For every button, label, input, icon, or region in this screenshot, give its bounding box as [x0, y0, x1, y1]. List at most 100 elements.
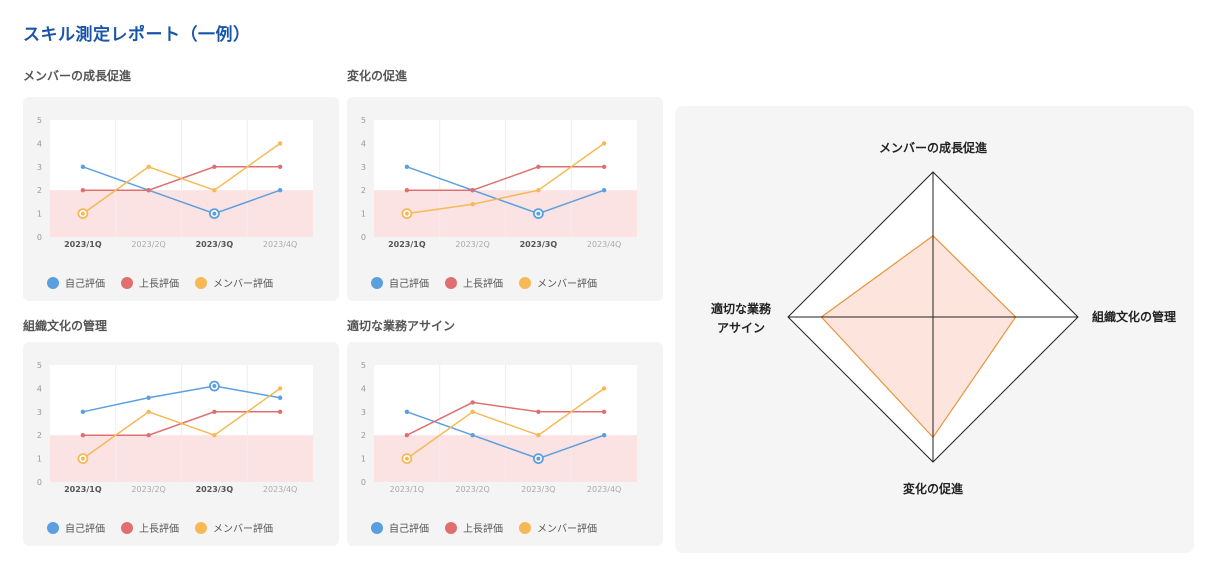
- x-tick-label: 2023/1Q: [390, 485, 424, 494]
- data-point-boss: [404, 433, 410, 438]
- radar-axis-label-left-1: 適切な業務: [711, 301, 772, 316]
- data-point-member: [404, 211, 409, 216]
- chart-title-change: 変化の促進: [347, 69, 408, 83]
- y-tick-label: 4: [361, 384, 366, 393]
- y-tick-label: 2: [361, 431, 366, 440]
- data-point-boss: [404, 188, 410, 193]
- legend-item-member: メンバー評価: [195, 520, 273, 535]
- data-point-member: [536, 433, 541, 438]
- y-tick-label: 4: [361, 139, 366, 148]
- data-point-member: [146, 409, 151, 414]
- data-point-self: [536, 211, 541, 216]
- y-tick-label: 2: [37, 431, 42, 440]
- page-title: スキル測定レポート（一例）: [23, 25, 251, 45]
- y-tick-label: 3: [361, 163, 366, 172]
- y-tick-label: 0: [37, 478, 42, 487]
- chart-card-change: 0 1 2 3 4 5 2023/1Q 2023/2Q 2023/3Q 2023/4Q 自己評価 …: [347, 97, 663, 301]
- y-tick-label: 1: [361, 210, 366, 219]
- chart-card-culture: 0 1 2 3 4 5 2023/1Q 2023/2Q 2023/3Q 2023/4Q 自己評価 …: [23, 342, 339, 546]
- data-point-boss: [212, 409, 217, 414]
- data-point-boss: [536, 164, 541, 169]
- data-point-self: [601, 188, 607, 193]
- radar-chart: メンバーの成長促進 組織文化の管理 変化の促進 適切な業務 アサイン: [711, 140, 1176, 496]
- y-tick-label: 3: [361, 408, 366, 417]
- legend-dot-boss: [445, 276, 457, 289]
- legend-item-boss: 上長評価: [121, 275, 179, 290]
- data-point-boss: [146, 188, 151, 193]
- data-point-member: [601, 386, 607, 391]
- legend-item-member: メンバー評価: [195, 275, 273, 290]
- y-tick-label: 0: [361, 478, 366, 487]
- data-point-self: [212, 211, 217, 216]
- y-tick-label: 5: [361, 116, 366, 125]
- series-line-member: [406, 142, 605, 215]
- series-line-self: [406, 411, 605, 460]
- legend-dot-boss: [445, 521, 457, 534]
- data-point-member: [212, 188, 217, 193]
- data-point-boss: [601, 409, 607, 414]
- y-tick-label: 5: [361, 361, 366, 370]
- legend-dot-member: [519, 521, 531, 534]
- x-tick-label: 2023/2Q: [455, 485, 489, 494]
- data-point-self: [80, 164, 86, 169]
- legend: 自己評価 上長評価 メンバー評価: [47, 520, 273, 535]
- line-chart-growth: 0 1 2 3 4 5 2023/1Q 2023/2Q 2023/3Q 2023/4Q: [37, 116, 313, 249]
- line-chart-assign: 0 1 2 3 4 5 2023/1Q 2023/2Q 2023/3Q 2023/4Q: [361, 361, 637, 494]
- data-point-self: [601, 433, 607, 438]
- x-tick-label: 2023/1Q: [388, 240, 426, 249]
- legend-label-boss: 上長評価: [463, 524, 503, 535]
- x-tick-label: 2023/2Q: [455, 240, 489, 249]
- legend-label-self: 自己評価: [65, 524, 105, 535]
- data-point-boss: [536, 409, 541, 414]
- data-point-self: [404, 164, 410, 169]
- series-line-self: [82, 166, 281, 215]
- legend-item-boss: 上長評価: [445, 520, 503, 535]
- y-tick-label: 2: [37, 186, 42, 195]
- line-chart-change: 0 1 2 3 4 5 2023/1Q 2023/2Q 2023/3Q 2023/4Q: [361, 116, 637, 249]
- series-line-self: [406, 166, 605, 215]
- series-line-member: [82, 387, 281, 460]
- legend-label-member: メンバー評価: [213, 279, 273, 290]
- y-tick-label: 0: [37, 233, 42, 242]
- series-line-member: [82, 142, 281, 215]
- data-point-boss: [470, 188, 475, 193]
- data-point-member: [601, 141, 607, 146]
- legend-item-boss: 上長評価: [121, 520, 179, 535]
- data-point-member: [536, 188, 541, 193]
- legend-label-self: 自己評価: [389, 524, 429, 535]
- legend-dot-self: [47, 521, 59, 534]
- data-point-member: [80, 456, 85, 461]
- y-tick-label: 5: [37, 116, 42, 125]
- legend-dot-boss: [121, 276, 133, 289]
- x-tick-label: 2023/1Q: [64, 485, 102, 494]
- data-point-member: [146, 164, 151, 169]
- legend-label-member: メンバー評価: [537, 524, 597, 535]
- radar-axis-label-top: メンバーの成長促進: [879, 140, 988, 155]
- data-point-self: [277, 395, 283, 400]
- legend-label-boss: 上長評価: [463, 279, 503, 290]
- x-tick-label: 2023/4Q: [263, 240, 297, 249]
- data-point-member: [470, 202, 475, 207]
- data-point-member: [80, 211, 85, 216]
- data-point-member: [404, 456, 409, 461]
- radar-axis-label-right: 組織文化の管理: [1092, 309, 1176, 324]
- legend: 自己評価 上長評価 メンバー評価: [371, 520, 597, 535]
- legend-dot-member: [195, 276, 207, 289]
- y-tick-label: 5: [37, 361, 42, 370]
- data-point-member: [277, 386, 283, 391]
- data-point-self: [536, 456, 541, 461]
- legend: 自己評価 上長評価 メンバー評価: [47, 275, 273, 290]
- legend-label-self: 自己評価: [65, 279, 105, 290]
- chart-title-assign: 適切な業務アサイン: [347, 319, 456, 333]
- y-tick-label: 2: [361, 186, 366, 195]
- legend-item-self: 自己評価: [47, 275, 105, 290]
- y-tick-label: 1: [37, 455, 42, 464]
- data-point-self: [146, 395, 151, 400]
- legend-label-member: メンバー評価: [537, 279, 597, 290]
- y-tick-label: 3: [37, 408, 42, 417]
- radar-card: メンバーの成長促進 組織文化の管理 変化の促進 適切な業務 アサイン: [675, 106, 1194, 553]
- legend-dot-self: [47, 276, 59, 289]
- series-line-member: [406, 387, 605, 460]
- data-point-self: [212, 384, 217, 389]
- legend-item-self: 自己評価: [371, 520, 429, 535]
